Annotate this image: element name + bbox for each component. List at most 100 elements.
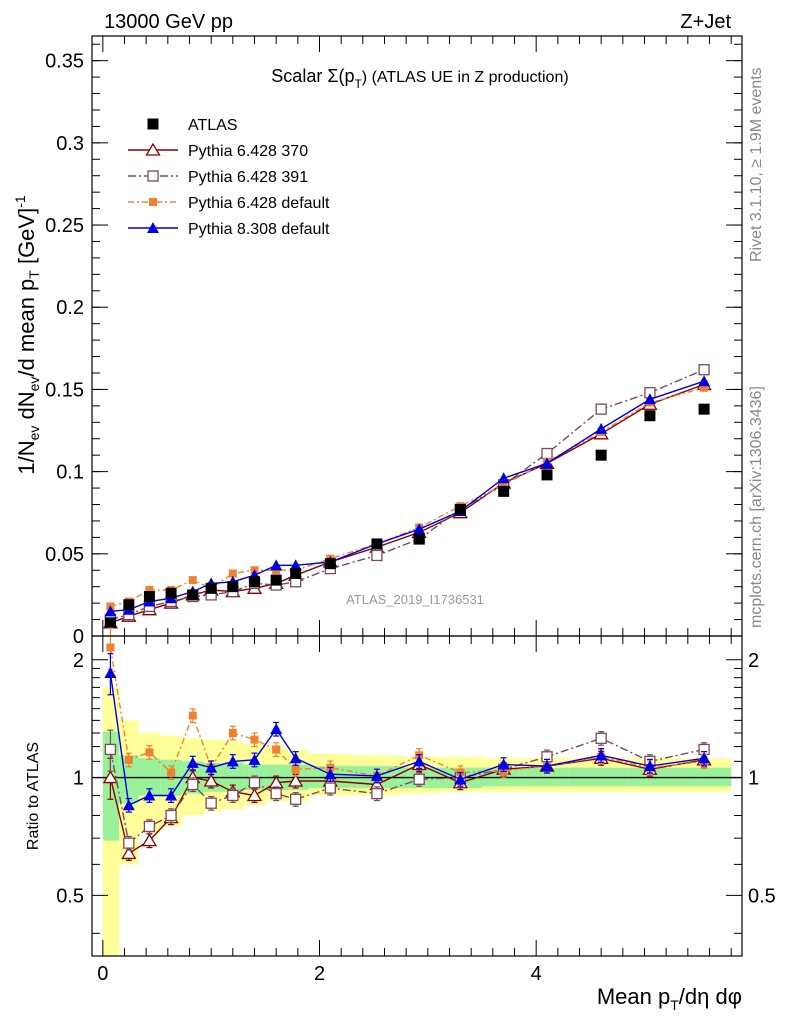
ratio-point-py8def xyxy=(289,752,302,764)
main-ytick-label: 0.2 xyxy=(56,297,84,319)
ratio-point-py370 xyxy=(121,846,137,860)
ratio-ytick-label-right: 0.5 xyxy=(748,885,776,907)
ratio-plot: 0.5 0.51 12 20 2 4 Ratio to ATLAS Mean pT/dη … xyxy=(25,627,776,1013)
ratio-point-py370 xyxy=(288,773,304,787)
point-data xyxy=(249,576,260,588)
ratio-point-py8def xyxy=(143,789,156,801)
legend-label-py370: Pythia 6.428 370 xyxy=(188,143,308,160)
ratio-point-py391 xyxy=(165,809,177,822)
series-line-py8def xyxy=(110,380,705,612)
ratio-point-py8def xyxy=(698,752,711,764)
point-data xyxy=(498,485,510,497)
point-py8def xyxy=(270,559,283,571)
ratio-point-py391 xyxy=(123,837,135,849)
x-label-rest: /dη dφ xyxy=(679,984,742,1009)
header-left: 13000 GeV pp xyxy=(104,11,233,33)
point-py8def xyxy=(413,523,426,535)
svg-text:Rivet 3.1.10, ≥ 1.9M events: Rivet 3.1.10, ≥ 1.9M events xyxy=(748,67,765,262)
ratio-point-py391 xyxy=(324,782,336,794)
point-py391 xyxy=(595,403,607,415)
ratio-point-py391 xyxy=(595,732,607,744)
ratio-point-py370 xyxy=(203,773,219,787)
legend-marker-py6def xyxy=(149,198,157,206)
legend-marker-py8def xyxy=(147,222,159,233)
legend-label-data: ATLAS xyxy=(188,117,238,134)
point-py6def xyxy=(188,576,197,585)
ratio-point-py6def xyxy=(145,748,154,757)
point-data xyxy=(644,410,656,422)
plot-title-sub: T xyxy=(354,77,362,91)
ratio-point-py8def xyxy=(643,760,656,772)
svg-text:mcplots.cern.ch [arXiv:1306.34: mcplots.cern.ch [arXiv:1306.3436] xyxy=(748,386,765,628)
ratio-ytick-label-right: 1 xyxy=(748,768,759,790)
ratio-frame xyxy=(91,635,743,957)
ratio-point-py8def xyxy=(541,760,553,772)
ratio-point-py391 xyxy=(248,777,261,789)
point-py6def xyxy=(499,480,508,489)
ratio-point-py8def xyxy=(595,749,608,761)
point-py6def xyxy=(145,585,154,594)
ratio-point-py8def xyxy=(226,755,239,767)
x-label-sub: T xyxy=(670,997,679,1013)
ratio-ytick-label: 1 xyxy=(73,768,84,790)
ratio-point-py370 xyxy=(141,833,158,847)
rivet-label: Rivet 3.1.10, ≥ 1.9M events xyxy=(748,67,765,262)
ratio-point-py6def xyxy=(106,643,115,652)
ratio-point-py6def xyxy=(228,728,237,737)
ratio-xtick-label: 2 xyxy=(314,963,325,985)
main-ytick-label: 0.35 xyxy=(45,51,84,73)
point-data xyxy=(698,403,710,415)
legend-marker-data xyxy=(147,118,159,130)
point-py8def xyxy=(643,393,656,405)
series-line-py391 xyxy=(110,369,705,621)
point-data xyxy=(595,449,607,461)
ratio-xtick-label: 0 xyxy=(97,963,108,985)
point-data xyxy=(270,574,282,586)
point-data xyxy=(371,538,383,550)
plot-title-main: Scalar Σ(p xyxy=(271,66,354,86)
ratio-point-py8def xyxy=(186,756,199,768)
ratio-point-py391 xyxy=(371,787,383,800)
ratio-ytick-label: 2 xyxy=(73,650,84,672)
ratio-point-py8def xyxy=(497,758,510,770)
point-data xyxy=(187,589,199,601)
point-py391 xyxy=(371,549,383,562)
point-py8def xyxy=(541,457,553,469)
mcplots-label: mcplots.cern.ch [arXiv:1306.3436] xyxy=(748,386,765,628)
ratio-point-py8def xyxy=(104,667,117,679)
ratio-point-py8def xyxy=(454,773,467,785)
legend-marker-py391 xyxy=(147,170,159,182)
ratio-point-py391 xyxy=(413,773,425,785)
series-data xyxy=(104,403,710,629)
ratio-point-py391 xyxy=(290,793,302,805)
ratio-point-py391 xyxy=(227,789,239,802)
header-right: Z+Jet xyxy=(680,11,731,33)
ratio-point-py391 xyxy=(187,778,199,791)
ratio-point-py8def xyxy=(205,761,218,773)
main-ytick-label: 0.05 xyxy=(45,544,84,566)
point-py8def xyxy=(595,422,608,434)
legend-label-py391: Pythia 6.428 391 xyxy=(188,169,308,186)
point-data xyxy=(227,581,239,593)
point-data xyxy=(205,582,217,594)
point-py8def xyxy=(497,472,510,484)
point-data xyxy=(541,469,553,481)
ratio-point-py8def xyxy=(165,789,178,801)
ratio-ytick-label-right: 2 xyxy=(748,650,759,672)
ratio-point-py6def xyxy=(250,735,259,744)
point-py6def xyxy=(700,383,709,392)
ratio-series-py8def xyxy=(104,653,711,813)
y-axis-label: 1/Nev dNev/d mean pT [GeV]-1 xyxy=(12,195,42,475)
x-axis-label: Mean pT/dη dφ xyxy=(597,984,742,1013)
ratio-ytick-label: 0.5 xyxy=(56,885,84,907)
x-label-main: Mean p xyxy=(597,984,670,1009)
ratio-xtick-label: 4 xyxy=(531,963,542,985)
main-plot: 0 0.05 0.1 0.15 0.2 0.25 0.3 0.35 ATLAS_2019_I1… xyxy=(12,35,743,648)
point-data xyxy=(290,568,302,580)
point-py8def xyxy=(698,375,711,387)
main-ytick-label: 0.1 xyxy=(56,462,84,484)
point-py391 xyxy=(698,364,710,376)
ratio-point-py6def xyxy=(291,765,300,774)
legend-label-py6def: Pythia 6.428 default xyxy=(188,195,330,212)
